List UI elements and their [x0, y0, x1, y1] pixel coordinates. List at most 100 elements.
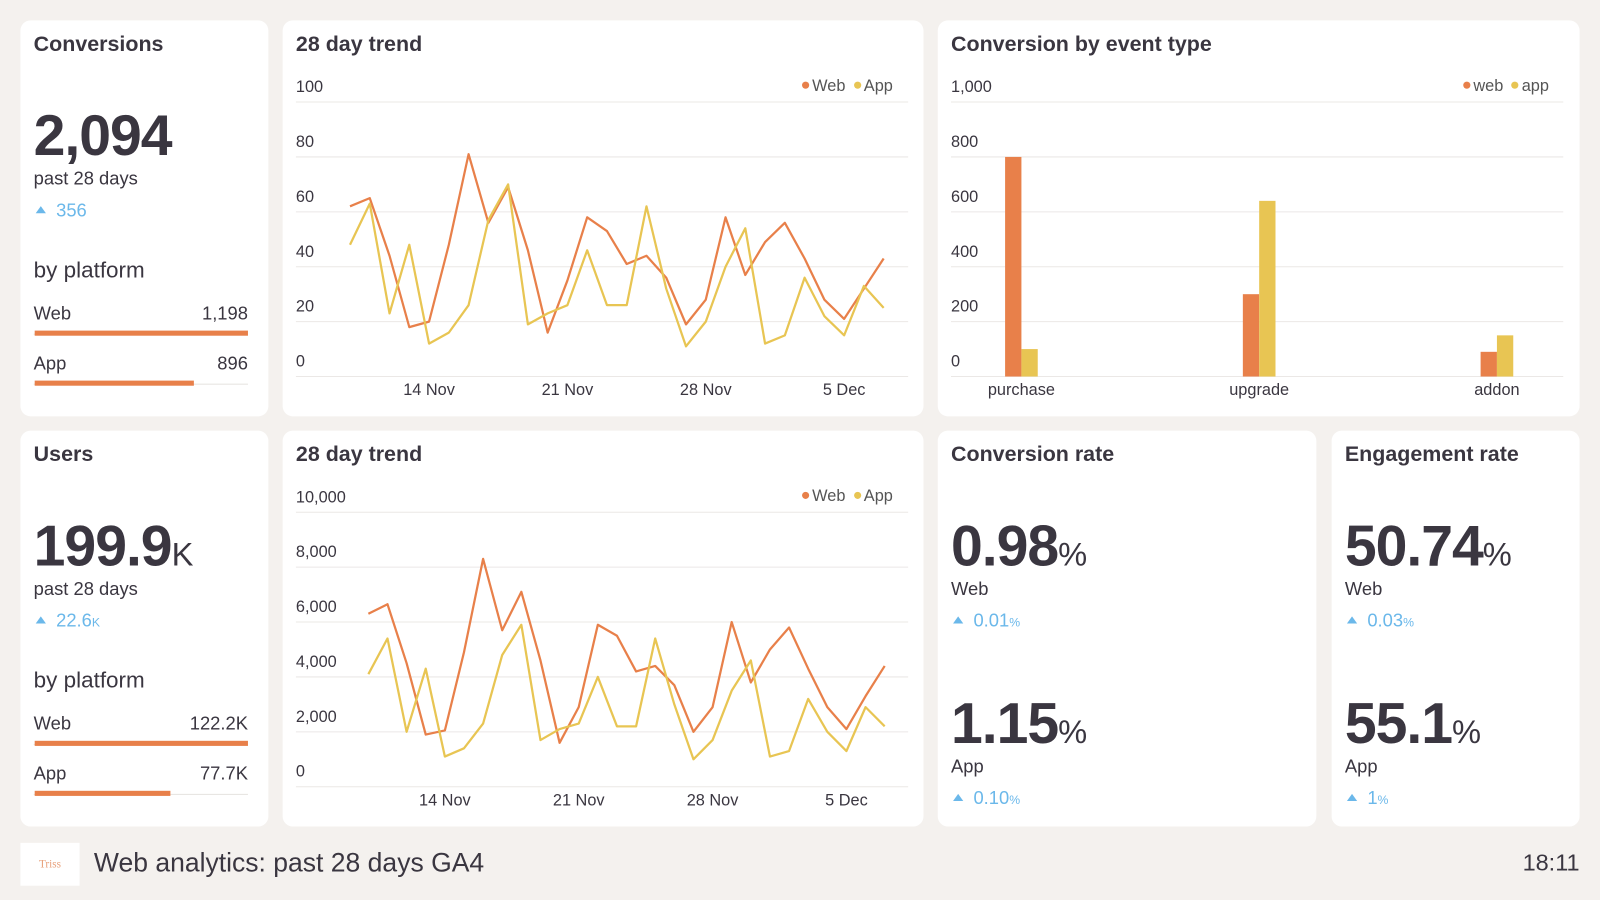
card-title: Engagement rate — [1344, 442, 1519, 467]
value: 0.98 — [951, 513, 1059, 578]
clock: 18:11 — [1522, 848, 1580, 876]
big-value: 55.1% — [1345, 690, 1481, 756]
bar — [1021, 349, 1038, 377]
legend-label: App — [863, 487, 893, 506]
unit: % — [1009, 792, 1021, 808]
platform-name: App — [33, 353, 67, 374]
change: 356 — [34, 200, 87, 221]
y-tick-label: 60 — [296, 188, 314, 206]
arrow-icon — [1346, 616, 1358, 624]
card-title: 28 day trend — [295, 32, 423, 57]
change: 0.01% — [951, 610, 1020, 631]
y-tick-label: 40 — [296, 243, 314, 261]
bar-chart: 0 200 400 600 800 1,000 purchase upgrade addon — [951, 78, 1564, 399]
x-tick-label: 14 Nov — [403, 381, 456, 399]
y-tick-label: 400 — [951, 243, 978, 261]
legend-swatch — [1463, 81, 1471, 89]
card-title: Conversion by event type — [951, 32, 1212, 57]
unit: K — [171, 535, 194, 573]
platform-value: 896 — [217, 353, 248, 374]
unit: % — [1482, 535, 1512, 573]
arrow-icon — [953, 793, 964, 802]
big-value: 2,094 — [33, 103, 173, 168]
y-tick-label: 0 — [296, 353, 305, 371]
card-title: Conversion rate — [951, 442, 1115, 467]
value: 50.74 — [1344, 513, 1484, 578]
series-line — [367, 557, 886, 744]
legend-swatch — [853, 81, 861, 89]
unit: % — [1452, 713, 1482, 750]
unit: K — [91, 615, 101, 630]
conversion-rate-card: Conversion rate 0.98% Web 0.01% 1.15% App 0.10… — [937, 430, 1317, 827]
value: 1.15 — [951, 690, 1059, 756]
y-tick-label: 0 — [951, 353, 960, 371]
y-tick-label: 1,000 — [951, 78, 992, 96]
platform-title: by platform — [33, 257, 145, 283]
x-tick-label: 21 Nov — [553, 791, 606, 809]
y-tick-label: 2,000 — [296, 708, 337, 726]
period: past 28 days — [33, 578, 138, 599]
unit: % — [1377, 792, 1389, 808]
change: 22.6K — [34, 610, 100, 631]
platform-name: Web — [33, 713, 72, 734]
y-tick-label: 80 — [296, 133, 314, 151]
unit: % — [1009, 615, 1021, 630]
platform-bar — [34, 790, 171, 796]
change-value: 0.03 — [1367, 610, 1404, 631]
big-value: 50.74% — [1345, 512, 1512, 578]
unit: % — [1403, 615, 1414, 630]
unit: % — [1058, 713, 1088, 750]
x-tick-label: upgrade — [1229, 381, 1289, 399]
legend-label: App — [863, 77, 893, 95]
platform-value: 1,198 — [201, 303, 248, 324]
change-value: 0.10 — [973, 787, 1010, 809]
y-tick-label: 6,000 — [296, 598, 337, 616]
y-tick-label: 20 — [296, 298, 314, 316]
legend-label: Web — [812, 77, 846, 95]
unit: % — [1058, 535, 1088, 573]
x-tick-label: 5 Dec — [825, 791, 868, 809]
line-chart: 0 20 40 60 80 100 14 Nov 21 Nov 28 Nov 5 Dec — [296, 78, 909, 399]
period: past 28 days — [33, 168, 138, 189]
event-card: Conversion by event type 0 200 400 600 800 1,… — [937, 20, 1580, 417]
legend: Web App — [801, 77, 893, 96]
footer-title: Web analytics: past 28 days GA4 — [93, 846, 485, 878]
platform-row: App 77.7K — [33, 763, 248, 798]
legend-item: App — [853, 77, 893, 96]
logo: Triss — [20, 842, 80, 886]
value: 199.9 — [33, 513, 173, 578]
conversions-trend-card: 28 day trend 0 20 40 60 80 100 14 Nov 21 Nov 28 … — [282, 20, 924, 417]
bar — [1259, 200, 1276, 377]
platform-value: 122.2K — [189, 713, 248, 734]
platform-bar — [34, 740, 248, 746]
legend-item: web — [1463, 78, 1503, 96]
bar — [1242, 294, 1260, 377]
change: 0.10% — [951, 788, 1020, 809]
y-tick-label: 10,000 — [296, 488, 346, 506]
legend-swatch — [853, 491, 861, 499]
card-title: 28 day trend — [295, 442, 423, 467]
legend-item: App — [853, 487, 893, 506]
y-tick-label: 0 — [296, 763, 305, 781]
legend: Web App — [801, 487, 893, 506]
platform-title: by platform — [33, 667, 145, 693]
platform-name: Web — [33, 303, 72, 324]
row-label: Web — [951, 578, 989, 599]
x-tick-label: 28 Nov — [680, 381, 733, 399]
x-tick-label: 28 Nov — [687, 791, 740, 809]
platform-row: App 896 — [33, 353, 248, 388]
users-trend-card: 28 day trend 0 2,000 4,000 6,000 8,000 10,000… — [282, 430, 924, 827]
x-tick-label: 14 Nov — [419, 791, 472, 809]
legend-label: app — [1521, 77, 1549, 95]
platform-bar — [34, 380, 195, 386]
legend-item: app — [1511, 77, 1549, 96]
x-tick-label: addon — [1474, 381, 1519, 399]
change-value: 356 — [56, 199, 87, 221]
row-label: Web — [1344, 578, 1383, 599]
y-tick-label: 800 — [951, 133, 978, 151]
platform-name: App — [33, 763, 67, 784]
row-label: App — [1344, 756, 1378, 777]
series-line — [349, 153, 885, 334]
value: 55.1 — [1344, 690, 1453, 756]
bar — [1496, 335, 1514, 377]
